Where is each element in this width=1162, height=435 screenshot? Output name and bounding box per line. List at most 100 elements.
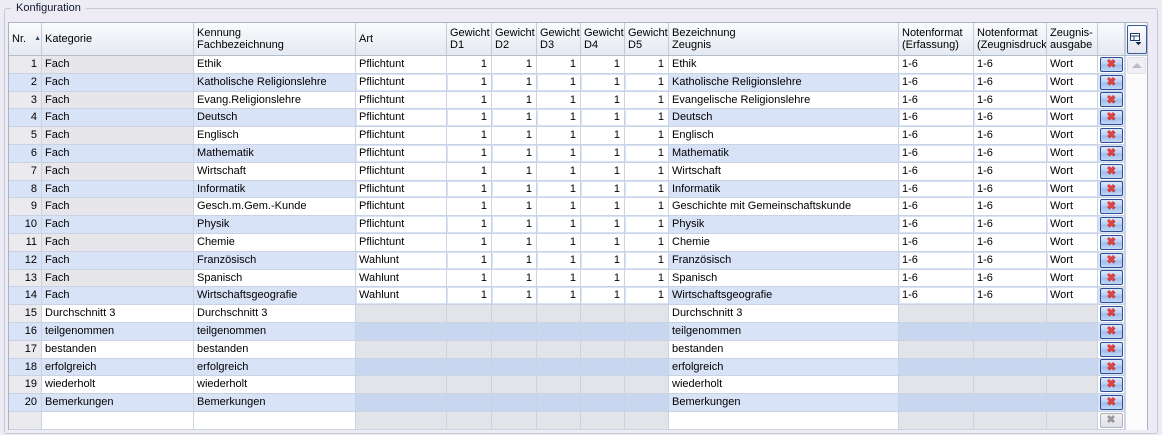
- cell-d2[interactable]: 1: [492, 251, 537, 270]
- cell-kennung[interactable]: Informatik: [194, 180, 356, 199]
- cell-bezeichnung[interactable]: teilgenommen: [669, 322, 899, 341]
- cell-bezeichnung[interactable]: wiederholt: [669, 376, 899, 395]
- col-header-nr[interactable]: Nr. ▲: [9, 23, 42, 55]
- cell-d2[interactable]: 1: [492, 144, 537, 163]
- cell-kennung[interactable]: Durchschnitt 3: [194, 305, 356, 323]
- cell-art[interactable]: Pflichtunt: [356, 109, 447, 128]
- cell-bezeichnung[interactable]: Mathematik: [669, 144, 899, 163]
- cell-d4[interactable]: 1: [581, 287, 625, 306]
- cell-kennung[interactable]: Wirtschaft: [194, 162, 356, 181]
- cell-kategorie[interactable]: wiederholt: [42, 376, 194, 395]
- cell-d4[interactable]: 1: [581, 198, 625, 217]
- cell-nf1[interactable]: 1-6: [899, 233, 974, 252]
- cell-d1[interactable]: 1: [447, 73, 492, 92]
- delete-row-button[interactable]: ✖: [1099, 56, 1123, 72]
- delete-row-button[interactable]: ✖: [1099, 252, 1123, 268]
- col-header-d4[interactable]: Gewicht D4: [581, 23, 625, 55]
- cell-kennung[interactable]: Chemie: [194, 233, 356, 252]
- cell-kennung[interactable]: wiederholt: [194, 376, 356, 395]
- cell-d2[interactable]: 1: [492, 56, 537, 74]
- delete-row-button[interactable]: ✖: [1099, 359, 1123, 375]
- delete-row-button[interactable]: ✖: [1099, 395, 1123, 411]
- cell-d5[interactable]: 1: [625, 162, 669, 181]
- cell-ausgabe[interactable]: Wort: [1047, 180, 1098, 199]
- cell-d1[interactable]: 1: [447, 91, 492, 110]
- cell-nf1[interactable]: 1-6: [899, 162, 974, 181]
- cell-nf1[interactable]: 1-6: [899, 180, 974, 199]
- cell-nf1[interactable]: 1-6: [899, 287, 974, 306]
- cell-d3[interactable]: 1: [537, 144, 581, 163]
- cell-kategorie[interactable]: Fach: [42, 269, 194, 288]
- cell-d4[interactable]: 1: [581, 233, 625, 252]
- cell-bezeichnung[interactable]: [669, 411, 899, 430]
- cell-kennung[interactable]: [194, 411, 356, 430]
- cell-d3[interactable]: 1: [537, 91, 581, 110]
- cell-kategorie[interactable]: Fach: [42, 56, 194, 74]
- cell-bezeichnung[interactable]: Durchschnitt 3: [669, 305, 899, 323]
- cell-bezeichnung[interactable]: Spanisch: [669, 269, 899, 288]
- cell-kennung[interactable]: Französisch: [194, 251, 356, 270]
- cell-kennung[interactable]: Evang.Religionslehre: [194, 91, 356, 110]
- cell-kategorie[interactable]: Fach: [42, 251, 194, 270]
- cell-kategorie[interactable]: Fach: [42, 127, 194, 145]
- cell-nf2[interactable]: 1-6: [974, 56, 1047, 74]
- cell-bezeichnung[interactable]: bestanden: [669, 340, 899, 359]
- cell-d5[interactable]: 1: [625, 91, 669, 110]
- cell-d3[interactable]: 1: [537, 233, 581, 252]
- cell-art[interactable]: Wahlunt: [356, 251, 447, 270]
- col-header-bezeichnung[interactable]: Bezeichnung Zeugnis: [669, 23, 899, 55]
- cell-nf1[interactable]: 1-6: [899, 144, 974, 163]
- cell-nf2[interactable]: 1-6: [974, 127, 1047, 145]
- cell-kennung[interactable]: Wirtschaftsgeografie: [194, 287, 356, 306]
- cell-d2[interactable]: 1: [492, 73, 537, 92]
- cell-kategorie[interactable]: Durchschnitt 3: [42, 305, 194, 323]
- cell-nf2[interactable]: 1-6: [974, 269, 1047, 288]
- cell-d5[interactable]: 1: [625, 233, 669, 252]
- cell-art[interactable]: Pflichtunt: [356, 233, 447, 252]
- col-header-art[interactable]: Art: [356, 23, 447, 55]
- delete-row-button[interactable]: ✖: [1099, 110, 1123, 126]
- cell-ausgabe[interactable]: Wort: [1047, 91, 1098, 110]
- cell-art[interactable]: Wahlunt: [356, 269, 447, 288]
- cell-kategorie[interactable]: Fach: [42, 91, 194, 110]
- cell-bezeichnung[interactable]: Ethik: [669, 56, 899, 74]
- cell-kategorie[interactable]: Fach: [42, 109, 194, 128]
- cell-d4[interactable]: 1: [581, 216, 625, 234]
- col-header-ausgabe[interactable]: Zeugnis- ausgabe: [1047, 23, 1098, 55]
- cell-d2[interactable]: 1: [492, 216, 537, 234]
- cell-bezeichnung[interactable]: erfolgreich: [669, 358, 899, 377]
- delete-row-button[interactable]: ✖: [1099, 145, 1123, 161]
- cell-d4[interactable]: 1: [581, 162, 625, 181]
- cell-d5[interactable]: 1: [625, 287, 669, 306]
- cell-kennung[interactable]: teilgenommen: [194, 322, 356, 341]
- cell-d2[interactable]: 1: [492, 91, 537, 110]
- delete-row-button[interactable]: ✖: [1099, 288, 1123, 304]
- cell-kategorie[interactable]: Fach: [42, 180, 194, 199]
- cell-nf1[interactable]: 1-6: [899, 216, 974, 234]
- cell-ausgabe[interactable]: Wort: [1047, 109, 1098, 128]
- cell-nf2[interactable]: 1-6: [974, 251, 1047, 270]
- col-header-nf1[interactable]: Notenformat (Erfassung): [899, 23, 974, 55]
- cell-bezeichnung[interactable]: Chemie: [669, 233, 899, 252]
- cell-kategorie[interactable]: bestanden: [42, 340, 194, 359]
- cell-d5[interactable]: 1: [625, 216, 669, 234]
- cell-d5[interactable]: 1: [625, 251, 669, 270]
- cell-kategorie[interactable]: Fach: [42, 73, 194, 92]
- cell-d1[interactable]: 1: [447, 144, 492, 163]
- cell-d2[interactable]: 1: [492, 287, 537, 306]
- cell-kennung[interactable]: Ethik: [194, 56, 356, 74]
- cell-art[interactable]: Pflichtunt: [356, 198, 447, 217]
- cell-nf2[interactable]: 1-6: [974, 216, 1047, 234]
- cell-kennung[interactable]: Bemerkungen: [194, 394, 356, 412]
- delete-row-button[interactable]: ✖: [1099, 306, 1123, 322]
- cell-d1[interactable]: 1: [447, 216, 492, 234]
- cell-ausgabe[interactable]: Wort: [1047, 251, 1098, 270]
- cell-kennung[interactable]: Deutsch: [194, 109, 356, 128]
- cell-d1[interactable]: 1: [447, 233, 492, 252]
- cell-art[interactable]: Pflichtunt: [356, 91, 447, 110]
- cell-kennung[interactable]: Englisch: [194, 127, 356, 145]
- cell-kategorie[interactable]: teilgenommen: [42, 322, 194, 341]
- cell-d1[interactable]: 1: [447, 127, 492, 145]
- cell-d4[interactable]: 1: [581, 251, 625, 270]
- cell-nf1[interactable]: 1-6: [899, 251, 974, 270]
